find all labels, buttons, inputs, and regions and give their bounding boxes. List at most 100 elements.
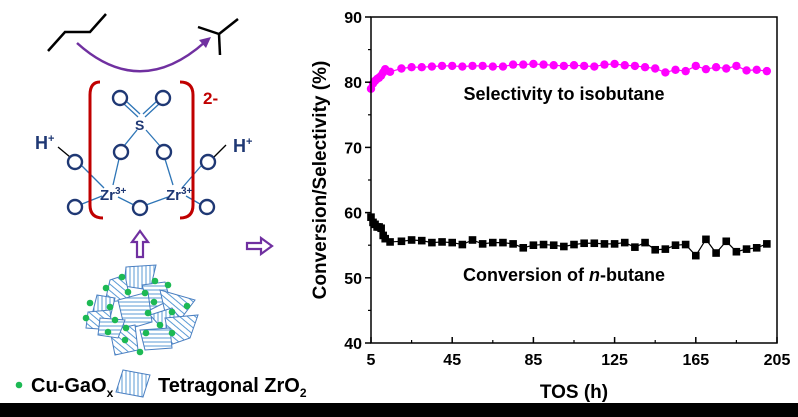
data-point	[600, 60, 609, 69]
x-tick-label: 85	[525, 352, 543, 369]
y-tick-label: 80	[344, 75, 362, 92]
cu-gaox-dots	[82, 273, 191, 356]
x-tick-label: 205	[764, 352, 791, 369]
data-point	[590, 239, 599, 248]
proton-label-right: H+	[233, 136, 252, 156]
reaction-arrow-head	[199, 37, 211, 48]
data-point	[539, 60, 548, 69]
y-tick-label: 90	[344, 10, 362, 27]
data-point	[752, 65, 761, 75]
data-point	[702, 235, 710, 244]
data-point	[711, 63, 721, 72]
data-point	[407, 236, 416, 244]
oxygen-atom	[112, 143, 130, 161]
data-point	[651, 245, 659, 254]
data-point	[539, 240, 548, 249]
data-point	[498, 62, 508, 71]
data-point	[386, 238, 394, 246]
reaction-scheme	[47, 13, 239, 73]
data-point	[600, 240, 609, 248]
data-point	[428, 238, 436, 247]
y-tick-label: 70	[344, 140, 362, 157]
oxygen-atom	[198, 198, 216, 216]
data-point	[437, 61, 447, 71]
data-point	[508, 60, 518, 69]
cu-gaox-dot-icon	[15, 381, 23, 389]
data-point	[631, 243, 639, 251]
data-point	[590, 62, 599, 71]
data-point	[519, 244, 528, 252]
x-tick-label: 165	[682, 352, 709, 369]
oxygen-atom	[111, 89, 129, 107]
data-point	[448, 61, 457, 71]
tick-layer: 5 45 85 125 165 205 40 50 60 70 80 90	[344, 10, 790, 369]
data-point	[560, 242, 568, 251]
data-point	[529, 241, 538, 249]
data-point	[701, 64, 711, 74]
data-point	[732, 61, 741, 71]
tetragonal-zro2-icon	[115, 369, 151, 398]
data-point	[692, 251, 700, 260]
data-point	[712, 249, 720, 257]
proton-label-left: H+	[35, 133, 54, 153]
data-point	[671, 65, 680, 75]
data-point	[752, 244, 761, 252]
data-point	[397, 64, 406, 73]
data-point	[458, 62, 467, 71]
data-point	[691, 61, 700, 71]
tetragonal-zro2-label: Tetragonal ZrO2	[158, 375, 307, 400]
data-point	[468, 236, 477, 244]
right-arrow-icon	[245, 235, 274, 257]
data-point	[381, 234, 390, 243]
data-point	[762, 66, 772, 76]
data-point	[742, 245, 751, 253]
data-point	[661, 245, 670, 253]
data-point	[579, 61, 589, 71]
data-point	[610, 59, 619, 69]
n-butane-molecule	[47, 13, 107, 52]
data-point	[681, 66, 690, 76]
data-point	[417, 236, 426, 245]
x-tick-label: 45	[443, 352, 461, 369]
left-bracket	[88, 80, 104, 220]
data-point	[529, 59, 538, 69]
oxygen-atom	[66, 198, 84, 216]
data-point	[478, 61, 487, 71]
oxygen-atom	[66, 153, 84, 171]
data-point	[468, 61, 477, 71]
y-axis-label: Conversion/Selectivity (%)	[310, 61, 331, 300]
data-point	[742, 66, 751, 75]
data-point	[559, 61, 569, 71]
data-point	[651, 64, 660, 73]
oxygen-atoms	[66, 89, 217, 217]
data-point	[671, 241, 680, 249]
x-axis-label: TOS (h)	[540, 382, 608, 403]
oxygen-atom	[131, 199, 149, 217]
diagram-legend: Cu-GaOx Tetragonal ZrO2	[15, 369, 307, 400]
data-point	[661, 68, 670, 77]
data-point	[570, 240, 578, 249]
data-point	[407, 63, 416, 72]
y-tick-label: 50	[344, 271, 362, 288]
catalyst-particle-cluster	[85, 264, 199, 356]
data-point	[458, 240, 467, 249]
data-point	[569, 61, 579, 70]
data-point	[478, 240, 487, 248]
reaction-arrow	[76, 41, 206, 73]
sulfated-zirconia-structure: 2- S H+ H+ Zr3+ Zr3+	[35, 80, 252, 220]
data-point	[488, 62, 497, 71]
data-point	[519, 60, 528, 69]
data-point	[620, 238, 629, 247]
oxygen-atom	[155, 143, 173, 161]
data-point	[509, 240, 517, 248]
data-point	[722, 237, 731, 246]
data-point	[641, 238, 649, 247]
right-bracket	[179, 80, 195, 220]
data-point	[722, 64, 731, 73]
cu-gaox-label: Cu-GaOx	[31, 375, 114, 400]
data-point	[549, 61, 558, 70]
data-point	[438, 238, 446, 246]
series-conversion	[367, 213, 771, 260]
charge-label: 2-	[203, 89, 218, 108]
